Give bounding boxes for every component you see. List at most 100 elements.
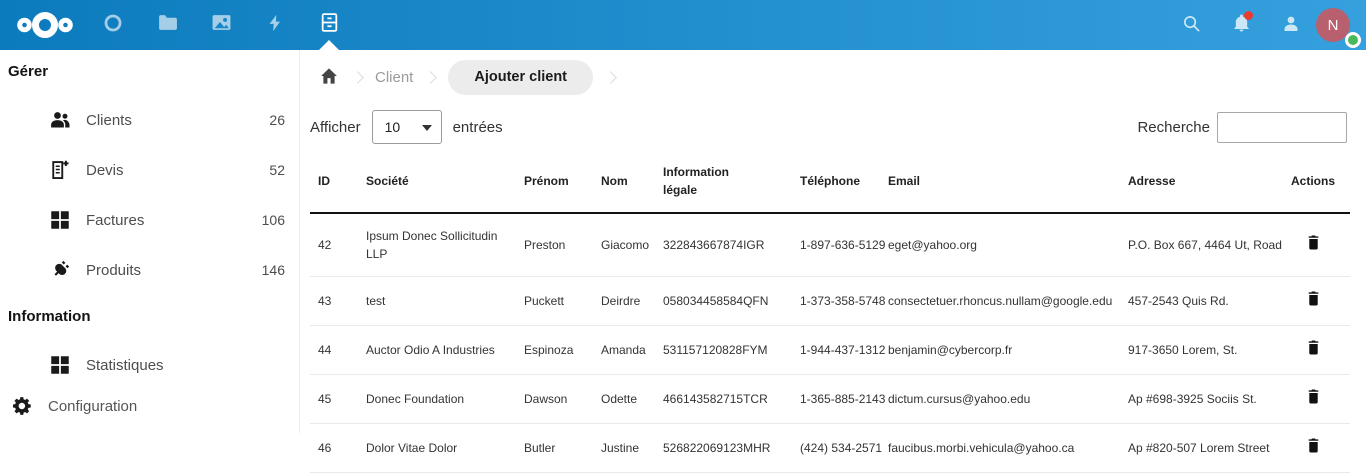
page-size-select[interactable]: 10 <box>371 110 442 144</box>
table-cell: Donec Foundation <box>366 392 465 406</box>
table-cell: Espinoza <box>524 343 574 357</box>
sidebar-item-count: 52 <box>269 162 285 178</box>
table-cell: 466143582715TCR <box>663 392 768 406</box>
chevron-right-icon <box>424 70 438 84</box>
table-cell: Ipsum Donec Sollicitudin LLP <box>366 229 498 261</box>
table-cell: Puckett <box>524 294 565 308</box>
delete-client-button[interactable] <box>1302 437 1324 457</box>
table-cell: Auctor Odio A Industries <box>366 343 495 357</box>
table-header-row: ID Société Prénom Nom Information légale Télé… <box>310 150 1350 214</box>
sidebar-item-factures[interactable]: Factures 106 <box>0 195 299 245</box>
contacts-menu-button[interactable] <box>1266 0 1316 50</box>
table-row: 44 Auctor Odio A Industries Espinoza Amanda… <box>310 326 1350 375</box>
breadcrumb-active-ajouter-client[interactable]: Ajouter client <box>448 59 594 95</box>
clients-table: ID Société Prénom Nom Information légale Télé… <box>310 150 1350 473</box>
table-cell: consectetuer.rhoncus.nullam@google.edu <box>888 294 1113 308</box>
column-header[interactable]: ID <box>318 174 330 188</box>
table-cell: Amanda <box>601 343 646 357</box>
delete-client-button[interactable] <box>1302 388 1324 408</box>
sidebar-item-count: 146 <box>261 262 285 278</box>
photos-icon <box>211 12 232 38</box>
clients-icon <box>50 110 70 130</box>
table-cell: test <box>366 294 386 308</box>
table-cell: Ap #698-3925 Sociis St. <box>1128 392 1257 406</box>
table-cell: 42 <box>318 238 332 252</box>
sidebar-item-count: 106 <box>261 212 285 228</box>
table-cell: Giacomo <box>601 238 650 252</box>
table-cell: 1-365-885-2143 <box>800 392 886 406</box>
table-cell: 45 <box>318 392 332 406</box>
column-header[interactable]: Adresse <box>1128 174 1176 188</box>
entries-label: entrées <box>452 118 503 136</box>
sidebar-item-label: Devis <box>86 161 124 179</box>
sidebar-item-configuration[interactable]: Configuration <box>0 383 299 429</box>
topbar-right: N <box>1166 0 1361 50</box>
gear-icon <box>12 396 32 416</box>
online-status-icon <box>1345 32 1361 48</box>
app-tab-activity[interactable] <box>248 0 302 50</box>
plug-icon <box>50 260 70 280</box>
app-tab-clients-app[interactable] <box>302 0 356 50</box>
sidebar-item-count: 26 <box>269 112 285 128</box>
column-header[interactable]: Nom <box>601 174 628 188</box>
sidebar-item-devis[interactable]: Devis 52 <box>0 145 299 195</box>
grid-icon <box>50 355 70 375</box>
search-label: Recherche <box>1137 118 1210 136</box>
chevron-down-icon <box>421 125 432 131</box>
table-row: 45 Donec Foundation Dawson Odette 4661435827… <box>310 375 1350 424</box>
show-label: Afficher <box>310 118 361 136</box>
sidebar-section-title: Gérer <box>8 63 49 80</box>
app-tab-dashboard[interactable] <box>86 0 140 50</box>
app-tab-photos[interactable] <box>194 0 248 50</box>
user-menu[interactable]: N <box>1316 0 1361 50</box>
trash-icon <box>1306 340 1321 359</box>
table-cell: 43 <box>318 294 332 308</box>
topbar: N <box>0 0 1366 50</box>
notifications-button[interactable] <box>1216 0 1266 50</box>
search-button[interactable] <box>1166 0 1216 50</box>
app-tab-files[interactable] <box>140 0 194 50</box>
column-header[interactable]: Email <box>888 174 921 188</box>
sidebar: Gérer Clients 26 Devis 52 Factures 106 Produits… <box>0 50 300 433</box>
search-icon <box>1182 14 1201 36</box>
delete-client-button[interactable] <box>1302 234 1324 254</box>
sidebar-item-label: Clients <box>86 111 132 129</box>
sidebar-item-statistiques[interactable]: Statistiques <box>0 340 299 390</box>
folder-icon <box>157 12 178 38</box>
column-header[interactable]: Prénom <box>524 174 569 188</box>
app-tabs <box>86 0 356 50</box>
breadcrumb: Client Ajouter client <box>318 55 628 99</box>
delete-client-button[interactable] <box>1302 290 1324 310</box>
column-header[interactable]: Information légale <box>663 165 729 197</box>
table-cell: 322843667874IGR <box>663 238 765 252</box>
sidebar-item-produits[interactable]: Produits 146 <box>0 245 299 295</box>
search-input[interactable] <box>1217 111 1347 143</box>
table-cell: benjamin@cybercorp.fr <box>888 343 1013 357</box>
actions-cell <box>1276 375 1350 423</box>
trash-icon <box>1306 291 1321 310</box>
sidebar-item-label: Statistiques <box>86 356 164 374</box>
trash-icon <box>1306 438 1321 457</box>
column-header[interactable]: Téléphone <box>800 174 861 188</box>
actions-cell <box>1276 221 1350 269</box>
sidebar-item-label: Factures <box>86 211 145 229</box>
chevron-right-icon <box>604 70 617 84</box>
table-cell: Dawson <box>524 392 568 406</box>
trash-icon <box>1306 389 1321 408</box>
nextcloud-logo-icon[interactable] <box>15 10 75 40</box>
table-cell: dictum.cursus@yahoo.edu <box>888 392 1031 406</box>
page-size-value: 10 <box>384 119 401 135</box>
breadcrumb-link-client[interactable]: Client <box>375 68 414 86</box>
column-header[interactable]: Actions <box>1290 174 1335 188</box>
sidebar-item-clients[interactable]: Clients 26 <box>0 95 299 145</box>
home-button[interactable] <box>318 66 340 88</box>
grid-icon <box>50 210 70 230</box>
table-cell: 1-897-636-5129 <box>800 238 886 252</box>
table-row: 46 Dolor Vitae Dolor Butler Justine 52682206… <box>310 424 1350 473</box>
table-cell: 531157120828FYM <box>663 343 768 357</box>
table-cell: Odette <box>601 392 638 406</box>
column-header[interactable]: Société <box>366 174 409 188</box>
table-cell: 058034458584QFN <box>663 294 769 308</box>
table-cell: eget@yahoo.org <box>888 238 977 252</box>
delete-client-button[interactable] <box>1302 339 1324 359</box>
